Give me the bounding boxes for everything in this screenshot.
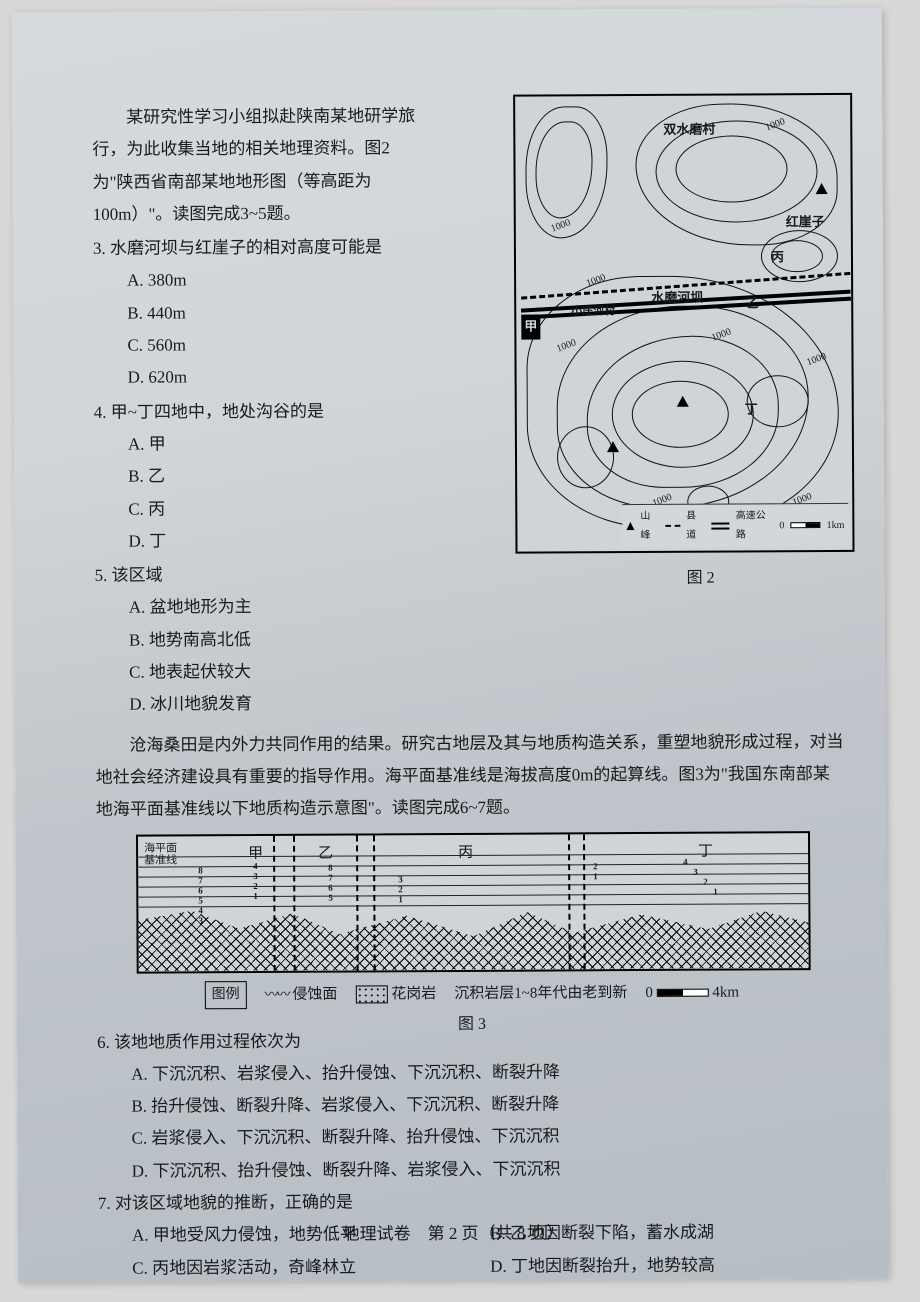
q5-stem: 5. 该区域 (95, 558, 425, 592)
q6-opt-a: A. 下沉沉积、岩浆侵入、抬升侵蚀、下沉沉积、断裂升降 (131, 1055, 847, 1091)
q4-opt-a: A. 甲 (128, 427, 424, 461)
intro-text-1: 某研究性学习小组拟赴陕南某地研学旅行，为此收集当地的相关地理资料。图2为"陕西省… (92, 100, 423, 231)
q6-opt-d: D. 下沉沉积、抬升侵蚀、断裂升降、岩浆侵入、下沉沉积 (132, 1152, 848, 1188)
label-ding: 丁 (745, 397, 758, 422)
q5-opt-c: C. 地表起伏较大 (129, 655, 425, 689)
legend-label: 图例 (205, 981, 247, 1010)
figure-3-diagram: 海平面 基准线 甲 乙 丙 丁 8 (136, 831, 811, 974)
q7-opt-d: D. 丁地因断裂抬升，地势较高 (490, 1249, 848, 1283)
q6-opt-c: C. 岩浆侵入、下沉沉积、断裂升降、抬升侵蚀、下沉沉积 (131, 1119, 847, 1155)
q7-stem: 7. 对该区域地貌的推断，正确的是 (98, 1184, 848, 1220)
figure-2-map: 双水磨村 红崖子 水磨河坝 小庄河村 甲 乙 丙 丁 1000 1000 100… (513, 93, 854, 554)
q4-stem: 4. 甲~丁四地中，地处沟谷的是 (94, 395, 424, 429)
q5-opt-d: D. 冰川地貌发育 (129, 687, 425, 721)
q4-opt-b: B. 乙 (128, 459, 424, 493)
label-jia: 甲 (521, 315, 540, 340)
question-3: 3. 水磨河坝与红崖子的相对高度可能是 A. 380m B. 440m C. 5… (93, 231, 424, 394)
page-footer: 地理试卷 第 2 页（共 8 页） (18, 1215, 888, 1252)
q3-opt-b: B. 440m (127, 296, 423, 330)
question-6: 6. 该地地质作用过程依次为 A. 下沉沉积、岩浆侵入、抬升侵蚀、下沉沉积、断裂… (97, 1022, 848, 1187)
question-4: 4. 甲~丁四地中，地处沟谷的是 A. 甲 B. 乙 C. 丙 D. 丁 (94, 395, 425, 558)
label-yi: 乙 (746, 291, 759, 316)
exam-page: 某研究性学习小组拟赴陕南某地研学旅行，为此收集当地的相关地理资料。图2为"陕西省… (12, 8, 889, 1283)
label-hongyazi: 红崖子 (786, 210, 825, 235)
label-shuimoheba: 水磨河坝 (651, 286, 703, 311)
q4-opt-d: D. 丁 (128, 524, 424, 558)
q3-opt-c: C. 560m (127, 328, 423, 362)
q5-opt-b: B. 地势南高北低 (129, 623, 425, 657)
intro-text-2: 沧海桑田是内外力共同作用的结果。研究古地层及其与地质构造关系，重塑地貌形成过程，… (95, 726, 845, 827)
label-shuangshui: 双水磨村 (663, 118, 715, 143)
q6-opt-b: B. 抬升侵蚀、断裂升降、岩浆侵入、下沉沉积、断裂升降 (131, 1087, 847, 1123)
label-bing: 丙 (771, 245, 784, 270)
q3-stem: 3. 水磨河坝与红崖子的相对高度可能是 (93, 231, 423, 265)
q3-opt-a: A. 380m (127, 264, 423, 298)
figure-2-caption: 图 2 (687, 564, 715, 595)
figure-3: 海平面 基准线 甲 乙 丙 丁 8 (136, 831, 817, 1025)
label-xiaozhuang: 小庄河村 (571, 301, 615, 322)
q7-opt-c: C. 丙地因岩浆活动，奇峰林立 (132, 1250, 490, 1284)
map-legend: 山峰 县道 高速公路 0 1km (622, 503, 848, 547)
q3-opt-d: D. 620m (128, 361, 424, 395)
q4-opt-c: C. 丙 (128, 492, 424, 526)
figure-3-caption: 图 3 (137, 1008, 807, 1042)
figure-3-legend: 图例 〰〰 侵蚀面 花岗岩 沉积岩层1~8年代由老到新 0 4km (137, 978, 807, 1010)
q5-opt-a: A. 盆地地形为主 (129, 591, 425, 625)
question-5: 5. 该区域 A. 盆地地形为主 B. 地势南高北低 C. 地表起伏较大 D. … (95, 558, 426, 721)
